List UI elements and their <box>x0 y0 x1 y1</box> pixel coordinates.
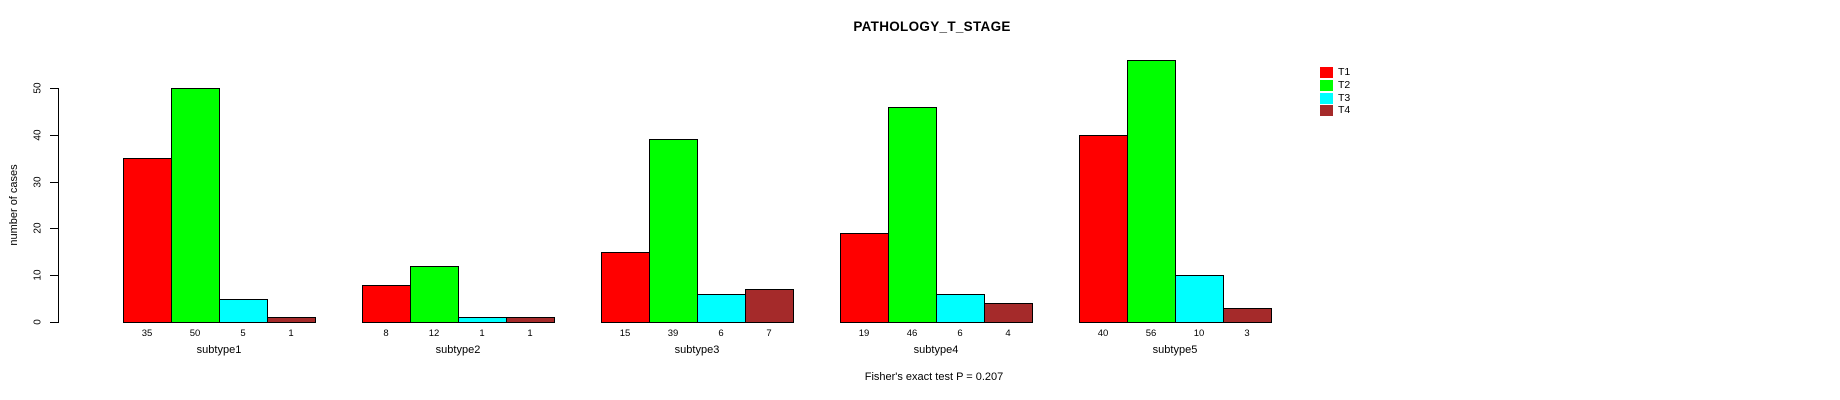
bar-T2-subtype2 <box>410 266 459 323</box>
y-axis-label: number of cases <box>8 164 20 246</box>
y-tick-label: 0 <box>32 319 44 325</box>
bar-T1-subtype1 <box>123 158 172 323</box>
bar-value-label: 1 <box>527 328 533 339</box>
bar-value-label: 7 <box>766 328 772 339</box>
y-tick-label: 10 <box>32 269 44 281</box>
legend-swatch-T1 <box>1320 67 1333 78</box>
bar-value-label: 6 <box>718 328 724 339</box>
bar-T4-subtype2 <box>506 317 555 323</box>
bar-value-label: 5 <box>240 328 246 339</box>
bar-T2-subtype4 <box>888 107 937 323</box>
bar-value-label: 6 <box>957 328 963 339</box>
legend-swatch-T3 <box>1320 92 1333 104</box>
y-tick-mark <box>50 134 58 136</box>
bar-value-label: 56 <box>1145 328 1157 339</box>
legend-label-T3: T3 <box>1338 91 1351 104</box>
bar-T2-subtype1 <box>171 88 220 323</box>
bar-T3-subtype3 <box>697 294 746 323</box>
bar-T1-subtype4 <box>840 233 889 323</box>
y-tick-mark <box>50 322 58 323</box>
legend-swatch-T4 <box>1320 105 1333 117</box>
bar-value-label: 35 <box>141 328 153 339</box>
bar-value-label: 8 <box>383 328 389 339</box>
bar-T4-subtype4 <box>984 303 1033 323</box>
bar-value-label: 19 <box>858 328 870 339</box>
bar-value-label: 4 <box>1005 328 1011 339</box>
y-tick-label: 20 <box>32 222 44 234</box>
bar-T2-subtype5 <box>1127 60 1176 323</box>
legend-label-T4: T4 <box>1338 104 1351 117</box>
bar-value-label: 1 <box>288 328 294 339</box>
category-label-subtype4: subtype4 <box>913 344 959 356</box>
bar-value-label: 12 <box>428 328 440 339</box>
bar-T3-subtype1 <box>219 299 268 323</box>
bar-value-label: 15 <box>619 328 631 339</box>
chart-title: PATHOLOGY_T_STAGE <box>853 19 1011 34</box>
bar-value-label: 3 <box>1244 328 1250 339</box>
bar-value-label: 10 <box>1193 328 1205 339</box>
category-label-subtype2: subtype2 <box>435 344 481 356</box>
y-tick-mark <box>50 275 58 277</box>
legend-label-T1: T1 <box>1338 66 1351 78</box>
y-axis-line <box>58 88 59 323</box>
fisher-test-annotation: Fisher's exact test P = 0.207 <box>864 371 1004 383</box>
y-tick-label: 40 <box>32 129 44 141</box>
bar-T1-subtype5 <box>1079 135 1128 323</box>
y-tick-label: 30 <box>32 176 44 188</box>
bar-value-label: 1 <box>479 328 485 339</box>
y-tick-mark <box>50 181 58 183</box>
bar-T4-subtype3 <box>745 289 794 323</box>
category-label-subtype1: subtype1 <box>196 344 242 356</box>
y-tick-label: 50 <box>32 82 44 94</box>
bar-value-label: 39 <box>667 328 679 339</box>
bar-value-label: 50 <box>189 328 201 339</box>
bar-T1-subtype3 <box>601 252 650 323</box>
bar-T3-subtype4 <box>936 294 985 323</box>
bar-T3-subtype2 <box>458 317 507 323</box>
bar-value-label: 46 <box>906 328 918 339</box>
bar-T4-subtype5 <box>1223 308 1272 323</box>
bar-T2-subtype3 <box>649 139 698 323</box>
category-label-subtype5: subtype5 <box>1152 344 1198 356</box>
bar-T1-subtype2 <box>362 285 411 323</box>
bar-T3-subtype5 <box>1175 275 1224 323</box>
legend-label-T2: T2 <box>1338 78 1351 91</box>
bar-T4-subtype1 <box>267 317 316 323</box>
y-tick-mark <box>50 228 58 230</box>
bar-value-label: 40 <box>1097 328 1109 339</box>
legend-swatch-T2 <box>1320 79 1333 91</box>
y-tick-mark <box>50 88 58 89</box>
category-label-subtype3: subtype3 <box>674 344 720 356</box>
